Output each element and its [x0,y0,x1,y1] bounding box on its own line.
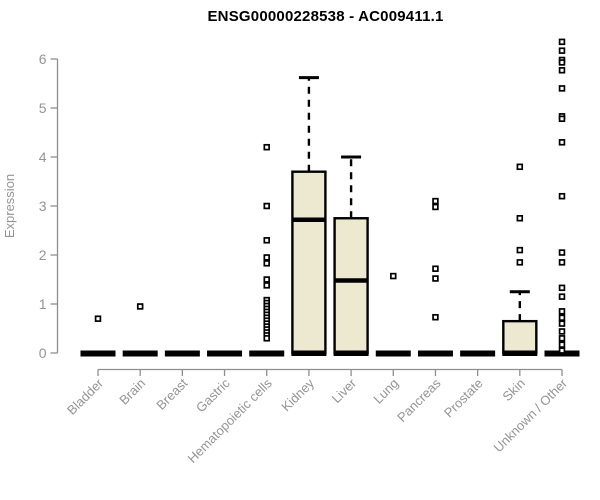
outlier-point [558,293,566,300]
box-bottom-edge [291,350,327,356]
box-bottom-edge [333,350,369,356]
collapsed-box-bar [375,350,411,357]
outlier-point [263,254,270,261]
outlier-point [558,192,566,200]
outlier-point [558,85,566,92]
collapsed-box-bar [207,350,243,357]
y-tick-label: 6 [39,51,47,67]
x-tick-label: Kidney [278,375,317,414]
x-tick-label: Prostate [441,376,486,421]
outlier-point [516,163,524,171]
outlier-point [558,314,566,321]
outlier-point [136,303,144,310]
outlier-point [263,202,270,210]
outlier-point [516,246,524,254]
outlier-point [432,203,439,211]
outlier-point [558,59,566,66]
outlier-point [558,38,566,46]
outlier-point [558,335,566,342]
outlier-point [558,139,566,146]
outlier-point [94,315,102,322]
outlier-point [263,143,270,151]
y-tick-label: 4 [39,149,47,165]
outlier-point [432,313,439,321]
outlier-point [263,276,270,283]
outlier-point [558,341,566,348]
collapsed-box-bar [122,350,158,357]
outlier-point [558,67,566,74]
chart-title: ENSG00000228538 - AC009411.1 [207,8,444,25]
outlier-point [558,249,566,256]
y-tick-label: 1 [39,296,47,312]
x-tick-label: Liver [329,375,360,406]
collapsed-box-bar [460,350,496,357]
outlier-point [558,47,566,54]
x-tick-label: Brain [116,376,148,408]
x-tick-label: Pancreas [394,375,444,425]
outlier-point [263,282,270,289]
y-tick-label: 2 [39,247,47,263]
outlier-point [432,197,439,205]
outlier-point [558,308,566,315]
collapsed-box-bar [164,350,200,357]
y-tick-label: 3 [39,198,47,214]
outlier-point [558,115,566,123]
y-axis-title: Expression [2,174,17,238]
box-bottom-edge [502,350,538,356]
x-tick-label: Lung [370,376,401,407]
collapsed-box-bar [249,350,285,357]
outlier-point [390,272,397,280]
collapsed-box-bar [417,350,453,357]
x-tick-label: Unknown / Other [491,375,571,455]
outlier-point [432,275,439,282]
outlier-point [558,347,566,354]
box [291,170,327,355]
outlier-point [432,265,439,272]
box [502,319,538,355]
outlier-point [516,215,524,222]
outlier-point [516,259,524,266]
outlier-point [558,259,566,266]
outlier-point [263,335,270,342]
box [333,217,369,355]
collapsed-box-bar [80,350,116,357]
x-tick-label: Gastric [193,375,233,415]
outlier-point [558,328,566,335]
y-tick-label: 5 [39,100,47,116]
x-tick-label: Breast [153,375,190,412]
outlier-point [263,237,270,244]
x-tick-label: Skin [499,376,527,404]
outlier-point [558,320,566,327]
outlier-point [263,260,270,267]
x-tick-label: Bladder [64,375,107,418]
outlier-point [558,284,566,292]
y-tick-label: 0 [39,345,47,361]
